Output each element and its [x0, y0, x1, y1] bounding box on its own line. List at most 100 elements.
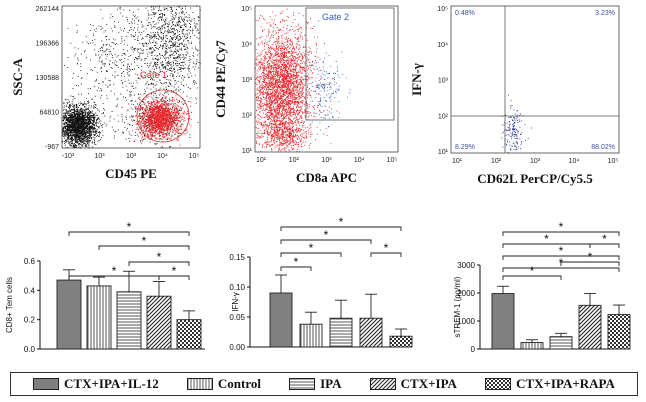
y-tick-label: 0.4 — [24, 286, 36, 295]
gate-1-outline — [136, 89, 190, 143]
y-tick-label: 64810 — [40, 110, 60, 117]
significance-star: * — [384, 241, 389, 255]
y-tick-label: 2000 — [457, 289, 475, 298]
legend-swatch — [186, 378, 213, 390]
bar — [520, 342, 544, 350]
y-tick-label: 0.6 — [24, 257, 36, 266]
bar — [329, 317, 353, 348]
significance-bracket — [280, 252, 342, 257]
significance-star: * — [559, 220, 564, 234]
y-axis-label: SSC-A — [10, 58, 25, 96]
quadrant-percent: 88.02% — [591, 144, 615, 151]
y-tick-label: 0.05 — [229, 313, 245, 322]
event-dots — [501, 94, 532, 153]
significance-bracket — [128, 261, 190, 266]
legend-label: IPA — [320, 376, 342, 391]
legend-label: CTX+IPA+RAPA — [516, 376, 615, 391]
y-tick-label: 10⁴ — [437, 42, 448, 49]
significance-bracket — [68, 231, 190, 236]
significance-bracket — [502, 267, 620, 272]
significance-star: * — [112, 264, 117, 278]
significance-star: * — [142, 234, 147, 248]
y-tick-label: 10¹ — [242, 148, 253, 155]
significance-star: * — [339, 215, 344, 229]
legend-swatch-fill — [33, 378, 60, 390]
bar — [116, 291, 142, 350]
legend-label: Control — [217, 376, 262, 391]
bar — [176, 319, 202, 350]
bar — [359, 317, 383, 348]
significance-star: * — [602, 232, 607, 246]
significance-bracket — [502, 255, 620, 260]
legend-swatch — [485, 378, 512, 390]
quadrant-percent: 3.23% — [595, 10, 615, 17]
x-tick-label: 10⁵ — [189, 153, 200, 160]
y-tick-label: 10¹ — [438, 149, 449, 156]
plot-frame — [254, 5, 399, 153]
legend-swatch — [289, 378, 316, 390]
legend-item: CTX+IPA+IL-12 — [33, 376, 159, 392]
significance-bracket — [370, 252, 402, 257]
bar — [269, 292, 293, 348]
significance-bracket — [280, 239, 372, 244]
y-tick-label: 10⁵ — [437, 6, 448, 13]
quadrant-percent: 0.48% — [455, 10, 475, 17]
y-tick-label: 1000 — [457, 317, 475, 326]
y-tick-label: 130588 — [36, 75, 59, 82]
x-tick-label: 10¹ — [256, 157, 267, 164]
y-tick-label: 10² — [438, 113, 449, 120]
significance-bracket — [560, 261, 620, 266]
significance-bracket — [280, 226, 402, 231]
y-tick-label: 196366 — [36, 41, 59, 48]
y-tick-label: 3000 — [457, 261, 475, 270]
event-dots — [62, 5, 201, 149]
y-tick-label: 0.2 — [24, 316, 36, 325]
y-axis-label: sTREM-1 (pg/ml) — [453, 276, 462, 337]
y-tick-label: 10³ — [438, 78, 449, 85]
significance-star: * — [172, 264, 177, 278]
bar — [491, 293, 515, 350]
legend-item: IPA — [289, 376, 342, 392]
significance-bracket — [98, 245, 190, 250]
significance-bracket — [502, 275, 562, 280]
bar — [578, 304, 602, 350]
significance-star: * — [157, 250, 162, 264]
x-tick-label: -10³ — [62, 153, 75, 160]
x-tick-label: 10¹ — [452, 158, 463, 165]
x-tick-label: 10³ — [94, 153, 105, 160]
cd44-high-dots — [255, 8, 338, 153]
x-tick-label: 10² — [289, 157, 300, 164]
flow-cytometry-plots: 262144 196366 130588 64810 -967-10³ 10³ 10³ 10⁴… — [10, 5, 620, 186]
gated-event-dots — [117, 90, 192, 148]
significance-star: * — [588, 250, 593, 264]
significance-star: * — [309, 241, 314, 255]
significance-bracket — [502, 231, 620, 236]
quadrant-percent: 8.29% — [455, 144, 475, 151]
x-tick-label: 10² — [491, 158, 502, 165]
significance-bracket — [280, 266, 312, 271]
legend-swatch-fill — [186, 378, 213, 390]
legend-item: Control — [186, 376, 262, 392]
x-tick-label: 10⁵ — [387, 157, 398, 164]
significance-star: * — [324, 228, 329, 242]
significance-star: * — [530, 264, 535, 278]
legend-swatch-fill — [289, 378, 316, 390]
significance-bracket — [589, 243, 620, 248]
plot-frame — [61, 5, 201, 149]
legend-swatch — [369, 378, 396, 390]
significance-bracket — [158, 275, 190, 280]
x-axis-label: CD62L PerCP/Cy5.5 — [477, 171, 593, 186]
y-axis-label: IFN-γ — [409, 63, 424, 96]
x-tick-label: 10⁴ — [569, 158, 580, 165]
bar — [389, 335, 413, 348]
bar — [146, 295, 172, 350]
x-axis-label: CD45 PE — [105, 166, 157, 181]
legend-swatch — [33, 378, 60, 390]
y-axis-label: CD44 PE/Cy7 — [213, 40, 228, 118]
y-tick-label: 10² — [242, 113, 253, 120]
y-tick-label: 0.0 — [24, 345, 36, 354]
